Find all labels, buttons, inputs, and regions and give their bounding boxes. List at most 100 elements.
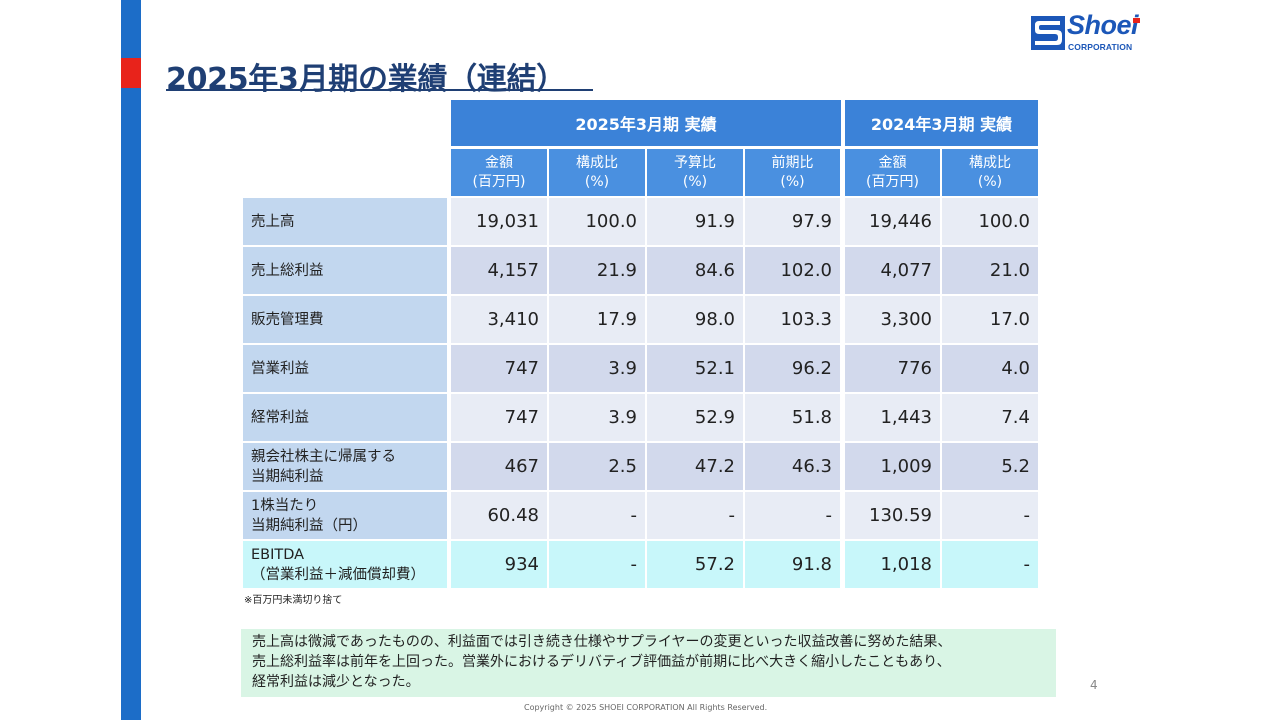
table-cell-value: 747 [504,407,539,428]
table-cell: - [745,492,840,539]
subheader-unit: (%) [584,173,610,190]
table-cell: - [647,492,743,539]
row-label-line: EBITDA [251,546,305,563]
row-label-line: （営業利益＋減価償却費） [251,566,425,583]
subheader-label: 予算比 [674,154,716,171]
table-cell: 934 [451,541,547,588]
summary-line: 売上総利益率は前年を上回った。営業外におけるデリバティブ評価益が前期に比べ大きく… [252,654,951,670]
table-cell-value: 4.0 [1001,358,1030,379]
row-label: 売上高 [243,198,447,245]
table-cell: 21.0 [942,247,1038,294]
table-cell: 96.2 [745,345,840,392]
table-cell: 19,031 [451,198,547,245]
table-cell-value: 1,018 [880,554,932,575]
table-cell-value: 100.0 [585,211,637,232]
table-cell: 57.2 [647,541,743,588]
table-cell: 91.8 [745,541,840,588]
logo-wordmark: Shoei [1067,10,1139,40]
table-cell-value: 3.9 [608,358,637,379]
logo-mark-icon [1031,16,1065,50]
row-label-line: 1株当たり [251,497,319,514]
table-cell-value: 467 [504,456,539,477]
table-cell-value: 60.48 [487,505,539,526]
left-accent-marker [121,58,141,88]
table-cell-value: - [630,554,638,575]
table-cell-value: 47.2 [694,456,735,477]
table-cell-value: 21.0 [989,260,1030,281]
table-cell: 52.9 [647,394,743,441]
table-cell: 747 [451,345,547,392]
row-label-line: 当期純利益 [251,468,324,485]
table-cell-value: - [825,505,833,526]
table-cell: 467 [451,443,547,490]
table-cell: 7.4 [942,394,1038,441]
table-cell-value: 934 [504,554,539,575]
row-label: 経常利益 [243,394,447,441]
subheader-2025-0: 金額 (百万円) [451,149,547,196]
table-cell-value: 98.0 [694,309,735,330]
row-label-line: 売上総利益 [251,262,324,279]
table-cell: - [942,492,1038,539]
row-label-line: 当期純利益（円） [251,517,367,534]
row-label-line: 親会社株主に帰属する [251,448,396,465]
table-cell-value: 52.9 [694,407,735,428]
row-label-text: 親会社株主に帰属する 当期純利益 [251,447,396,487]
table-cell: - [942,541,1038,588]
subheader-unit: (百万円) [866,173,919,190]
row-label: 販売管理費 [243,296,447,343]
table-cell: 17.0 [942,296,1038,343]
table-cell-value: 17.9 [596,309,637,330]
header-2025-group-label: 2025年3月期 実績 [575,115,717,134]
left-accent-bar [121,0,141,720]
table-cell-value: 4,157 [487,260,539,281]
table-cell-value: 57.2 [694,554,735,575]
table-cell: - [549,541,645,588]
table-cell-value: 130.59 [869,505,932,526]
subheader-2025-2: 予算比 (%) [647,149,743,196]
row-label-text: 経常利益 [251,408,309,428]
table-cell-value: 103.3 [780,309,832,330]
subheader-label: 前期比 [771,154,814,171]
table-cell-value: 776 [897,358,932,379]
row-label-line: 営業利益 [251,360,309,377]
row-label-line: 経常利益 [251,409,309,426]
table-cell: 51.8 [745,394,840,441]
table-cell-value: 5.2 [1001,456,1030,477]
table-footnote: ※百万円未満切り捨て [244,595,343,606]
table-cell-value: 19,446 [869,211,932,232]
table-cell-value: 3,410 [487,309,539,330]
table-cell: 19,446 [845,198,940,245]
row-label-text: 1株当たり当期純利益（円） [251,496,367,536]
table-cell: - [549,492,645,539]
table-cell: 52.1 [647,345,743,392]
table-cell: 4,157 [451,247,547,294]
table-cell: 130.59 [845,492,940,539]
table-cell-value: 19,031 [476,211,539,232]
table-cell: 97.9 [745,198,840,245]
header-2024-group: 2024年3月期 実績 [845,100,1038,146]
row-label-text: 営業利益 [251,359,309,379]
table-cell-value: 1,009 [880,456,932,477]
copyright-notice: Copyright © 2025 SHOEI CORPORATION All R… [524,703,768,712]
title-underline [166,89,593,91]
table-cell: 3,410 [451,296,547,343]
table-cell: 98.0 [647,296,743,343]
table-cell: 17.9 [549,296,645,343]
table-cell-value: 3,300 [880,309,932,330]
row-label: EBITDA （営業利益＋減価償却費） [243,541,447,588]
table-cell-value: 51.8 [791,407,832,428]
logo-subtitle: CORPORATION [1068,42,1133,52]
table-cell: 3.9 [549,394,645,441]
table-cell: 100.0 [942,198,1038,245]
table-cell-value: - [1023,505,1031,526]
summary-line: 経常利益は減少となった。 [252,674,420,690]
subheader-label: 金額 [878,154,907,171]
table-cell-value: 7.4 [1001,407,1030,428]
table-cell: 103.3 [745,296,840,343]
table-cell-value: 1,443 [880,407,932,428]
subheader-unit: (百万円) [472,173,526,190]
subheader-label: 構成比 [969,154,1011,171]
table-cell-value: 52.1 [694,358,735,379]
subheader-unit: (%) [977,173,1003,190]
table-cell: 3,300 [845,296,940,343]
